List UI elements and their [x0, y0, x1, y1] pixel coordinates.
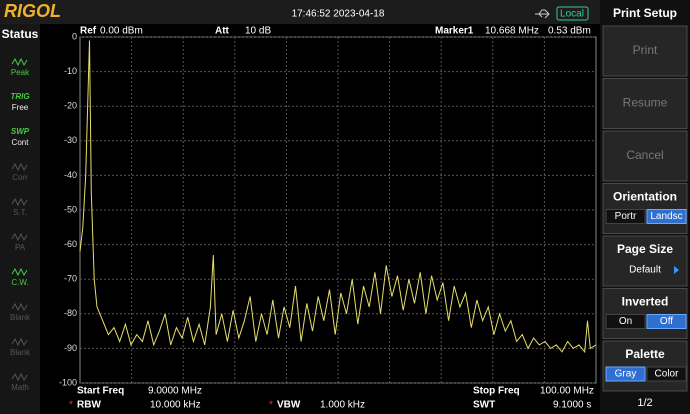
menu-button[interactable] — [602, 183, 688, 234]
y-tick-label: -50 — [64, 204, 77, 214]
footer-field: * — [269, 400, 273, 411]
y-tick-label: -90 — [64, 343, 77, 353]
plot-header: 10 dB — [245, 26, 271, 37]
menu-button — [602, 130, 688, 182]
status-icon — [11, 302, 28, 312]
status-label: Blank — [10, 348, 31, 357]
footer-field: RBW — [77, 400, 101, 411]
option-label: Off — [660, 316, 673, 327]
status-label: C.W. — [11, 278, 28, 287]
footer-field: 9.0000 MHz — [148, 386, 202, 397]
footer-field: SWT — [473, 400, 495, 411]
option-label: Color — [655, 369, 680, 380]
y-tick-label: -20 — [64, 101, 77, 111]
y-tick-label: -100 — [59, 377, 77, 387]
menu-label: Orientation — [613, 190, 677, 204]
remote-state: Local — [560, 9, 584, 20]
y-tick-label: -30 — [64, 135, 77, 145]
status-label: Math — [11, 383, 29, 392]
plot-header: 0.53 dBm — [548, 26, 591, 37]
status-tag: TRIG — [10, 92, 29, 101]
status-title: Status — [2, 27, 39, 41]
status-icon — [11, 162, 28, 172]
footer-field: 100.00 MHz — [540, 386, 594, 397]
status-label: Free — [12, 103, 29, 112]
plot-header: Att — [215, 26, 230, 37]
footer-field: * — [69, 400, 73, 411]
status-icon — [11, 57, 28, 67]
footer-field: 1.000 kHz — [320, 400, 365, 411]
status-tag: SWP — [11, 127, 30, 136]
menu-button — [602, 25, 688, 77]
menu-label: Page Size — [617, 242, 673, 256]
status-icon — [11, 337, 28, 347]
status-label: Cont — [12, 138, 30, 147]
menu-button[interactable] — [602, 288, 688, 339]
page-indicator: 1/2 — [637, 397, 652, 409]
status-icon — [11, 372, 28, 382]
option-box[interactable] — [646, 209, 687, 224]
menu-value: Default — [629, 265, 661, 276]
menu-label: Cancel — [626, 148, 663, 162]
plot-header: 10.668 MHz — [485, 26, 539, 37]
plot-header: Ref — [80, 26, 97, 37]
status-label: PA — [15, 243, 26, 252]
footer-field: Start Freq — [77, 386, 124, 397]
plot-header: Marker1 — [435, 26, 474, 37]
option-box[interactable] — [605, 209, 646, 224]
remote-box — [556, 6, 589, 21]
status-label: Peak — [11, 68, 30, 77]
option-label: On — [619, 316, 632, 327]
option-box[interactable] — [605, 366, 646, 382]
footer-field: VBW — [277, 400, 301, 411]
menu-button[interactable] — [602, 340, 688, 392]
option-label: Landsc — [650, 211, 682, 222]
status-icon — [11, 267, 28, 277]
menu-label: Print — [633, 43, 658, 57]
y-tick-label: -60 — [64, 239, 77, 249]
menu-arrow — [674, 266, 679, 274]
status-icon — [11, 232, 28, 242]
usb-icon — [535, 9, 550, 19]
datetime: 17:46:52 2023-04-18 — [292, 9, 385, 20]
footer-field: Stop Freq — [473, 386, 520, 397]
y-tick-label: -10 — [64, 66, 77, 76]
trace — [79, 40, 597, 354]
menu-button — [602, 78, 688, 129]
logo: RIGOL — [4, 1, 61, 21]
option-box[interactable] — [646, 314, 687, 329]
footer-field: 9.1000 s — [553, 400, 591, 411]
y-tick-label: -80 — [64, 308, 77, 318]
y-tick-label: -40 — [64, 170, 77, 180]
menu-button[interactable] — [602, 235, 688, 287]
y-tick-label: 0 — [72, 31, 77, 41]
menu-label: Palette — [625, 347, 665, 361]
status-panel — [0, 24, 40, 414]
status-label: S.T. — [13, 208, 27, 217]
plot-header: 0.00 dBm — [100, 26, 143, 37]
menu-label: Inverted — [622, 295, 669, 309]
option-label: Portr — [615, 211, 637, 222]
menu-label: Resume — [623, 96, 668, 110]
y-tick-label: -70 — [64, 274, 77, 284]
status-label: Blank — [10, 313, 31, 322]
option-box[interactable] — [605, 314, 646, 329]
top-bar — [0, 0, 600, 24]
menu-title: Print Setup — [613, 6, 677, 20]
option-label: Gray — [615, 369, 637, 380]
option-box[interactable] — [646, 366, 687, 382]
status-icon — [11, 197, 28, 207]
footer-field: 10.000 kHz — [150, 400, 201, 411]
status-label: Corr — [12, 173, 28, 182]
